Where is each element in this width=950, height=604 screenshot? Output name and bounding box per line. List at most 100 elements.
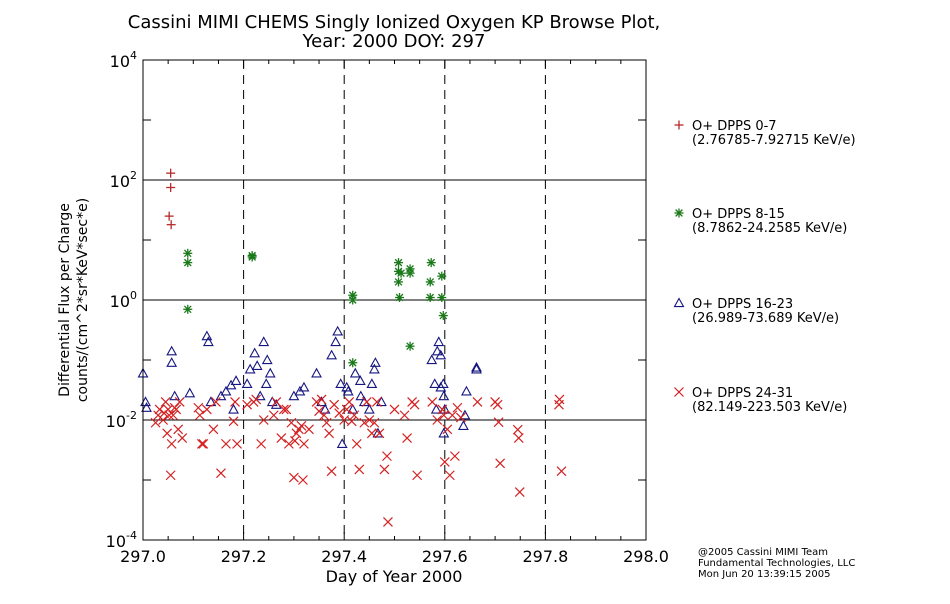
data-point-o-dpps-24-31 [196, 438, 207, 449]
data-point-o-dpps-16-23 [349, 367, 361, 378]
data-point-o-dpps-24-31 [351, 438, 362, 449]
data-point-o-dpps-16-23 [437, 378, 449, 389]
data-point-o-dpps-16-23 [471, 361, 482, 372]
data-point-o-dpps-16-23 [354, 375, 366, 385]
data-point-o-dpps-24-31 [492, 399, 503, 410]
data-point-o-dpps-16-23 [202, 336, 214, 347]
data-point-o-dpps-24-31 [165, 470, 176, 481]
data-point-o-dpps-24-31 [177, 433, 188, 443]
x-tick-label: 297.8 [522, 547, 568, 566]
data-point-o-dpps-8-15 [437, 271, 447, 281]
data-point-o-dpps-24-31 [150, 417, 161, 428]
data-point-o-dpps-16-23 [459, 409, 471, 420]
data-point-o-dpps-16-23 [342, 385, 354, 396]
data-point-o-dpps-24-31 [211, 397, 221, 407]
data-point-o-dpps-16-23 [368, 363, 380, 374]
legend-marker [674, 208, 684, 218]
data-point-o-dpps-24-31 [374, 428, 385, 439]
y-tick-label: 102 [110, 169, 137, 191]
data-point-o-dpps-16-23 [228, 403, 239, 414]
data-point-o-dpps-24-31 [281, 404, 292, 415]
data-point-o-dpps-24-31 [472, 397, 483, 407]
data-point-o-dpps-24-31 [449, 451, 460, 462]
data-point-o-dpps-24-31 [304, 424, 314, 435]
data-point-o-dpps-16-23 [184, 387, 196, 398]
data-point-o-dpps-16-23 [363, 403, 375, 414]
data-point-o-dpps-24-31 [256, 438, 267, 449]
data-point-o-dpps-24-31 [344, 397, 355, 407]
data-point-o-dpps-16-23 [166, 345, 178, 356]
data-point-o-dpps-16-23 [438, 427, 450, 438]
data-point-o-dpps-24-31 [216, 468, 226, 479]
data-point-o-dpps-16-23 [326, 349, 338, 360]
data-point-o-dpps-24-31 [166, 438, 177, 449]
data-point-o-dpps-24-31 [228, 416, 239, 427]
data-point-o-dpps-16-23 [241, 378, 253, 389]
data-point-o-dpps-16-23 [288, 390, 300, 401]
data-point-o-dpps-24-31 [341, 404, 352, 415]
x-tick-label: 298.0 [623, 547, 669, 566]
data-point-o-dpps-24-31 [512, 424, 523, 435]
data-point-o-dpps-8-15 [438, 311, 448, 321]
data-point-o-dpps-0-7 [166, 220, 176, 230]
data-point-o-dpps-24-31 [361, 397, 372, 407]
data-point-o-dpps-8-15 [405, 341, 415, 351]
y-axis-label-line2: counts/(cm^2*sr*KeV*sec*e) [75, 198, 91, 402]
data-point-o-dpps-24-31 [316, 394, 327, 405]
legend-entry-name: O+ DPPS 24-31 [692, 386, 793, 401]
data-point-o-dpps-16-23 [369, 357, 381, 367]
data-point-o-dpps-24-31 [437, 404, 448, 415]
data-point-o-dpps-16-23 [433, 336, 445, 347]
data-point-o-dpps-8-15 [183, 248, 193, 258]
data-point-o-dpps-24-31 [314, 406, 324, 417]
chart-title-line1: Cassini MIMI CHEMS Singly Ionized Oxygen… [128, 12, 660, 33]
data-point-o-dpps-24-31 [276, 433, 287, 443]
x-axis-label: Day of Year 2000 [326, 567, 463, 586]
data-point-o-dpps-16-23 [341, 381, 353, 392]
data-point-o-dpps-8-15 [425, 277, 435, 287]
data-point-o-dpps-24-31 [288, 472, 299, 483]
data-point-o-dpps-0-7 [166, 168, 176, 178]
legend-entry-range: (82.149-223.503 KeV/e) [692, 400, 847, 415]
data-point-o-dpps-24-31 [251, 394, 262, 405]
data-point-o-dpps-24-31 [193, 402, 204, 413]
data-point-o-dpps-24-31 [171, 404, 182, 415]
data-point-o-dpps-24-31 [289, 435, 300, 446]
data-point-o-dpps-24-31 [268, 410, 279, 421]
legend-entry-range: (2.76785-7.92715 KeV/e) [692, 133, 856, 148]
data-point-o-dpps-24-31 [326, 466, 337, 477]
data-point-o-dpps-8-15 [426, 258, 436, 268]
data-point-o-dpps-24-31 [162, 428, 173, 439]
data-point-o-dpps-24-31 [383, 517, 393, 527]
data-point-o-dpps-16-23 [460, 385, 472, 396]
data-point-o-dpps-24-31 [324, 428, 335, 439]
data-point-o-dpps-24-31 [258, 415, 269, 425]
data-point-o-dpps-24-31 [371, 397, 382, 407]
data-point-o-dpps-16-23 [330, 336, 342, 347]
data-point-o-dpps-16-23 [141, 402, 152, 412]
data-point-o-dpps-24-31 [174, 397, 185, 407]
data-point-o-dpps-16-23 [201, 330, 213, 341]
data-point-o-dpps-24-31 [278, 404, 289, 415]
x-tick-label: 297.0 [120, 547, 166, 566]
data-point-o-dpps-24-31 [514, 487, 525, 497]
data-point-o-dpps-24-31 [232, 438, 242, 449]
legend-entry-range: (8.7862-24.2585 KeV/e) [692, 221, 847, 236]
data-point-o-dpps-8-15 [348, 358, 358, 368]
data-point-o-dpps-16-23 [457, 420, 469, 430]
data-point-o-dpps-16-23 [260, 378, 272, 389]
data-point-o-dpps-24-31 [554, 394, 565, 405]
data-point-o-dpps-8-15 [437, 293, 447, 303]
data-point-o-dpps-16-23 [335, 378, 347, 389]
data-point-o-dpps-24-31 [168, 410, 179, 421]
legend-marker [674, 120, 684, 130]
data-point-o-dpps-16-23 [435, 349, 447, 360]
data-point-o-dpps-24-31 [412, 470, 423, 481]
data-point-o-dpps-24-31 [354, 464, 365, 475]
data-point-o-dpps-24-31 [349, 410, 360, 421]
data-point-o-dpps-16-23 [319, 403, 331, 414]
data-point-o-dpps-24-31 [286, 417, 297, 428]
data-point-o-dpps-16-23 [261, 354, 273, 365]
data-point-o-dpps-8-15 [183, 258, 193, 268]
data-point-o-dpps-24-31 [402, 433, 412, 443]
